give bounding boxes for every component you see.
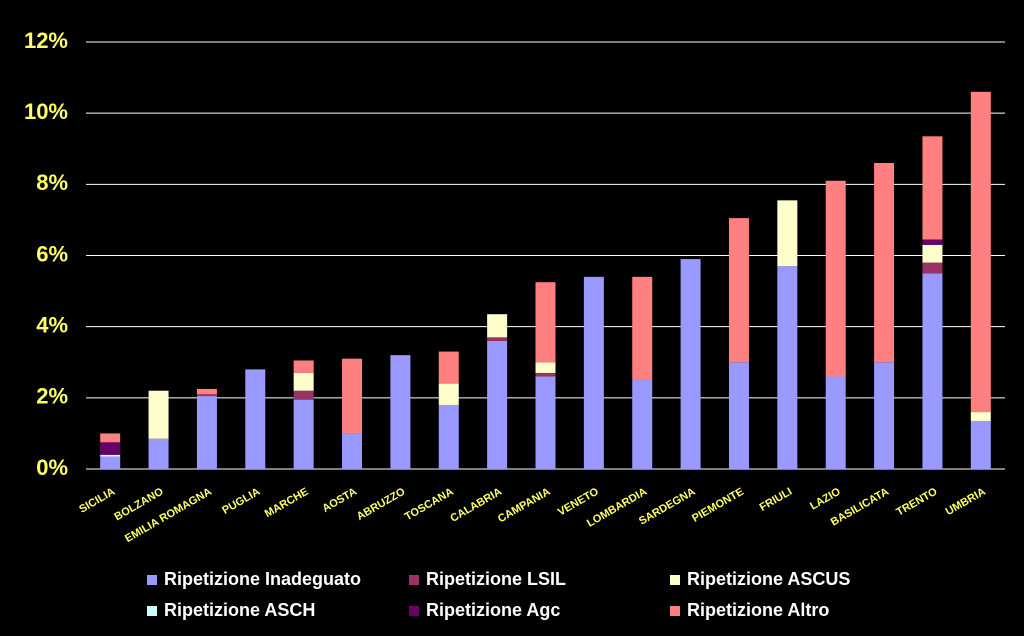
legend-swatch <box>409 575 419 585</box>
bar-segment <box>825 376 846 469</box>
bar-segment <box>293 360 314 373</box>
bar-segment <box>487 340 508 469</box>
y-tick-label: 4% <box>36 312 68 337</box>
bar-segment <box>874 162 895 363</box>
legend-label: Ripetizione Altro <box>687 600 829 620</box>
x-tick-label: TOSCANA <box>403 486 456 524</box>
bar-segment <box>922 244 943 263</box>
x-tick-label: PUGLIA <box>220 486 262 517</box>
bar-segment <box>342 358 363 434</box>
bar-segment <box>293 390 314 400</box>
x-tick-label: ABRUZZO <box>355 486 408 523</box>
bar-segment <box>777 200 798 267</box>
bar-segment <box>728 362 749 469</box>
y-tick-label: 0% <box>36 455 68 480</box>
bar-segment <box>293 372 314 391</box>
legend-swatch <box>409 606 419 616</box>
bar-segment <box>777 266 798 469</box>
legend-swatch <box>147 575 157 585</box>
legend-label: Ripetizione ASCUS <box>687 569 850 589</box>
bar-segment <box>487 314 508 338</box>
bar-segment <box>922 136 943 240</box>
bar-segment <box>874 362 895 469</box>
bar-segment <box>535 282 556 363</box>
bar-segment <box>970 91 991 413</box>
legend-label: Ripetizione Inadeguato <box>164 569 361 589</box>
legend-swatch <box>670 606 680 616</box>
bar-segment <box>100 433 121 443</box>
x-tick-label: AOSTA <box>320 486 359 515</box>
bar-segment <box>196 396 217 469</box>
legend-swatch <box>147 606 157 616</box>
x-tick-label: UMBRIA <box>944 486 988 518</box>
bar-segment <box>245 369 266 469</box>
x-tick-label: EMILIA ROMAGNA <box>123 486 214 545</box>
bar-segment <box>390 355 411 469</box>
bar-segment <box>632 380 653 469</box>
bar-segment <box>148 390 169 439</box>
legend-label: Ripetizione LSIL <box>426 569 566 589</box>
legend-label: Ripetizione Agc <box>426 600 560 620</box>
legend-swatch <box>670 575 680 585</box>
bar-segment <box>438 383 459 405</box>
bar-segment <box>970 412 991 421</box>
x-tick-label: PIEMONTE <box>690 486 746 525</box>
bar-segment <box>100 442 121 455</box>
bar-segment <box>535 362 556 373</box>
bar-segment <box>100 454 121 457</box>
bar-segment <box>100 456 121 469</box>
bar-segment <box>922 239 943 245</box>
x-tick-label: TRENTO <box>894 486 939 519</box>
bar-segment <box>970 420 991 469</box>
x-tick-label: MARCHE <box>263 486 311 521</box>
x-tick-label: CALABRIA <box>448 486 504 525</box>
bar-segment <box>535 372 556 377</box>
bar-segment <box>148 438 169 469</box>
y-tick-label: 6% <box>36 241 68 266</box>
x-tick-label: CAMPANIA <box>496 486 553 526</box>
bar-segment <box>293 399 314 469</box>
bar-segment <box>922 262 943 274</box>
bar-segment <box>825 180 846 377</box>
y-tick-label: 12% <box>24 28 68 53</box>
bar-segment <box>535 376 556 469</box>
bar-segment <box>728 218 749 363</box>
bar-segment <box>632 276 653 381</box>
y-tick-label: 2% <box>36 384 68 409</box>
bar-segment <box>342 433 363 469</box>
x-tick-label: SICILIA <box>77 486 117 516</box>
bar-segment <box>487 337 508 341</box>
bar-segment <box>196 394 217 397</box>
y-tick-label: 10% <box>24 99 68 124</box>
bar-segment <box>196 388 217 395</box>
bar-segment <box>922 273 943 469</box>
bar-segment <box>583 276 604 469</box>
y-tick-label: 8% <box>36 170 68 195</box>
bar-segment <box>438 351 459 384</box>
bar-segment <box>680 259 701 469</box>
bar-segment <box>438 404 459 469</box>
legend-label: Ripetizione ASCH <box>164 600 315 620</box>
x-tick-label: LAZIO <box>808 486 843 513</box>
x-tick-label: FRIULI <box>758 486 795 514</box>
